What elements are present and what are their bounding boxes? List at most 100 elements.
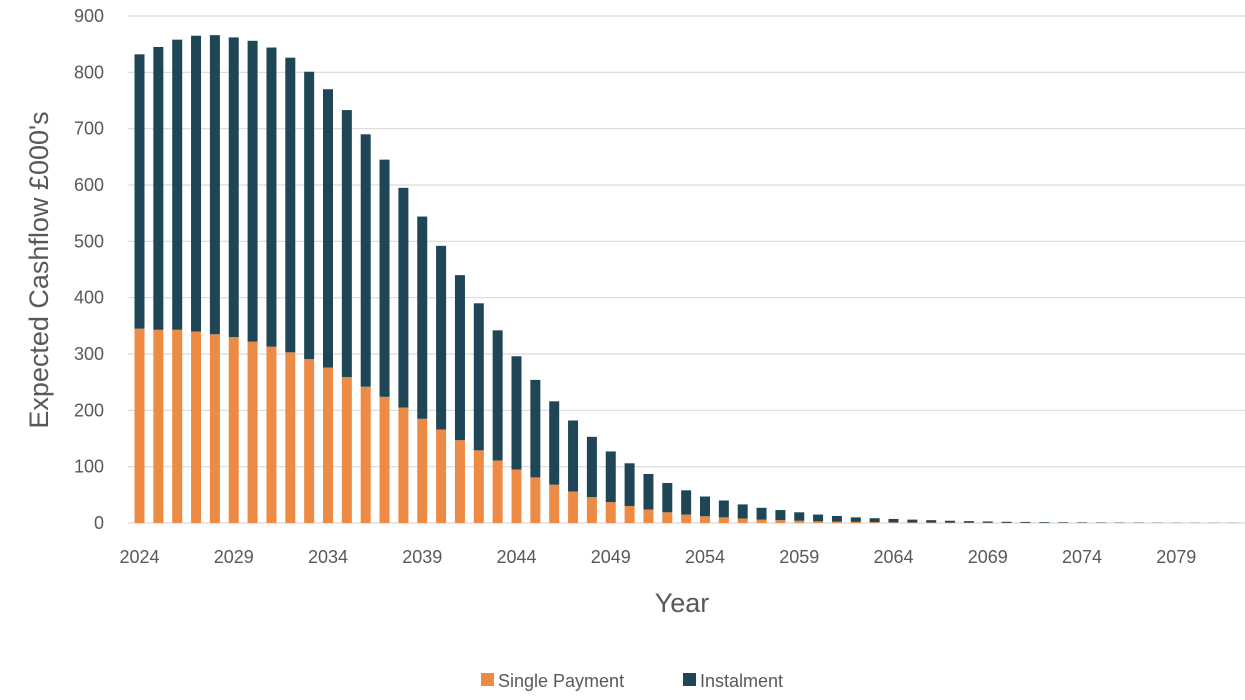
x-tick-label: 2034 [308, 547, 348, 567]
bar-single-payment-2058 [775, 520, 785, 523]
bar-single-payment-2036 [361, 387, 371, 523]
bar-single-payment-2060 [813, 521, 823, 523]
bar-instalment-2053 [681, 490, 691, 514]
bar-instalment-2064 [889, 519, 899, 522]
y-tick-label: 900 [74, 6, 104, 26]
bar-instalment-2058 [775, 510, 785, 520]
bar-single-payment-2063 [870, 522, 880, 523]
bar-single-payment-2026 [172, 330, 182, 523]
bar-instalment-2054 [700, 497, 710, 517]
bar-instalment-2072 [1039, 522, 1049, 523]
gridlines [128, 16, 1245, 523]
bar-single-payment-2059 [794, 521, 804, 523]
y-tick-label: 500 [74, 231, 104, 251]
bar-instalment-2039 [417, 217, 427, 419]
bar-single-payment-2050 [625, 506, 635, 523]
bar-instalment-2041 [455, 275, 465, 440]
x-axis-title: Year [655, 588, 710, 618]
bar-instalment-2042 [474, 303, 484, 450]
bar-instalment-2043 [493, 330, 503, 460]
x-tick-label: 2024 [119, 547, 159, 567]
bar-single-payment-2045 [530, 477, 540, 523]
bar-single-payment-2030 [248, 342, 258, 523]
bar-instalment-2049 [606, 451, 616, 502]
bar-instalment-2073 [1058, 522, 1068, 523]
bar-single-payment-2025 [153, 330, 163, 523]
bar-single-payment-2053 [681, 515, 691, 523]
bar-single-payment-2034 [323, 368, 333, 523]
legend-label-single-payment: Single Payment [498, 671, 624, 691]
bar-single-payment-2033 [304, 359, 314, 523]
bar-single-payment-2049 [606, 502, 616, 523]
bar-single-payment-2024 [135, 329, 145, 523]
bar-single-payment-2039 [417, 419, 427, 523]
y-tick-label: 100 [74, 457, 104, 477]
bar-instalment-2025 [153, 47, 163, 330]
bar-single-payment-2051 [643, 509, 653, 523]
bar-instalment-2028 [210, 35, 220, 334]
x-tick-label: 2054 [685, 547, 725, 567]
bar-instalment-2066 [926, 520, 936, 522]
x-tick-label: 2079 [1156, 547, 1196, 567]
legend-swatch-single-payment [481, 673, 494, 686]
bar-instalment-2047 [568, 420, 578, 491]
bar-instalment-2034 [323, 89, 333, 367]
bar-single-payment-2062 [851, 522, 861, 523]
bar-instalment-2065 [907, 520, 917, 523]
bar-single-payment-2037 [380, 397, 390, 523]
bar-single-payment-2047 [568, 491, 578, 523]
legend: Single Payment Instalment [481, 671, 783, 691]
x-tick-label: 2064 [873, 547, 913, 567]
bar-instalment-2031 [266, 48, 276, 347]
bar-instalment-2037 [380, 160, 390, 397]
bar-single-payment-2064 [889, 522, 899, 523]
bar-single-payment-2052 [662, 512, 672, 523]
bar-instalment-2045 [530, 380, 540, 477]
y-tick-label: 600 [74, 175, 104, 195]
bar-single-payment-2044 [512, 469, 522, 523]
bar-instalment-2051 [643, 474, 653, 509]
bar-instalment-2068 [964, 521, 974, 523]
y-tick-label: 200 [74, 400, 104, 420]
x-tick-label: 2059 [779, 547, 819, 567]
y-tick-label: 800 [74, 62, 104, 82]
bar-single-payment-2027 [191, 331, 201, 523]
y-tick-label: 300 [74, 344, 104, 364]
bar-instalment-2033 [304, 72, 314, 359]
bar-instalment-2052 [662, 483, 672, 512]
x-tick-label: 2039 [402, 547, 442, 567]
bar-single-payment-2029 [229, 337, 239, 523]
bar-single-payment-2048 [587, 497, 597, 523]
bar-single-payment-2046 [549, 485, 559, 523]
bar-single-payment-2043 [493, 460, 503, 523]
x-tick-label: 2069 [968, 547, 1008, 567]
bar-instalment-2069 [983, 521, 993, 522]
bar-instalment-2029 [229, 37, 239, 337]
bar-instalment-2055 [719, 500, 729, 517]
y-axis-title: Expected Cashflow £000's [24, 111, 54, 428]
bar-instalment-2056 [738, 504, 748, 518]
bar-instalment-2030 [248, 41, 258, 342]
legend-label-instalment: Instalment [700, 671, 783, 691]
bar-single-payment-2041 [455, 440, 465, 523]
bar-single-payment-2054 [700, 516, 710, 523]
bar-single-payment-2038 [398, 408, 408, 523]
bar-instalment-2026 [172, 40, 182, 330]
bar-instalment-2027 [191, 36, 201, 332]
x-tick-label: 2029 [214, 547, 254, 567]
bar-instalment-2074 [1077, 522, 1087, 523]
y-tick-label: 700 [74, 119, 104, 139]
bar-instalment-2062 [851, 517, 861, 522]
bar-single-payment-2065 [907, 522, 917, 523]
bar-instalment-2070 [1002, 522, 1012, 523]
bar-single-payment-2031 [266, 347, 276, 523]
x-tick-label: 2074 [1062, 547, 1102, 567]
bar-single-payment-2055 [719, 517, 729, 523]
bar-instalment-2061 [832, 516, 842, 522]
x-tick-label: 2044 [496, 547, 536, 567]
bar-instalment-2036 [361, 134, 371, 386]
bar-instalment-2060 [813, 515, 823, 522]
bar-single-payment-2042 [474, 450, 484, 523]
bar-instalment-2063 [870, 518, 880, 522]
